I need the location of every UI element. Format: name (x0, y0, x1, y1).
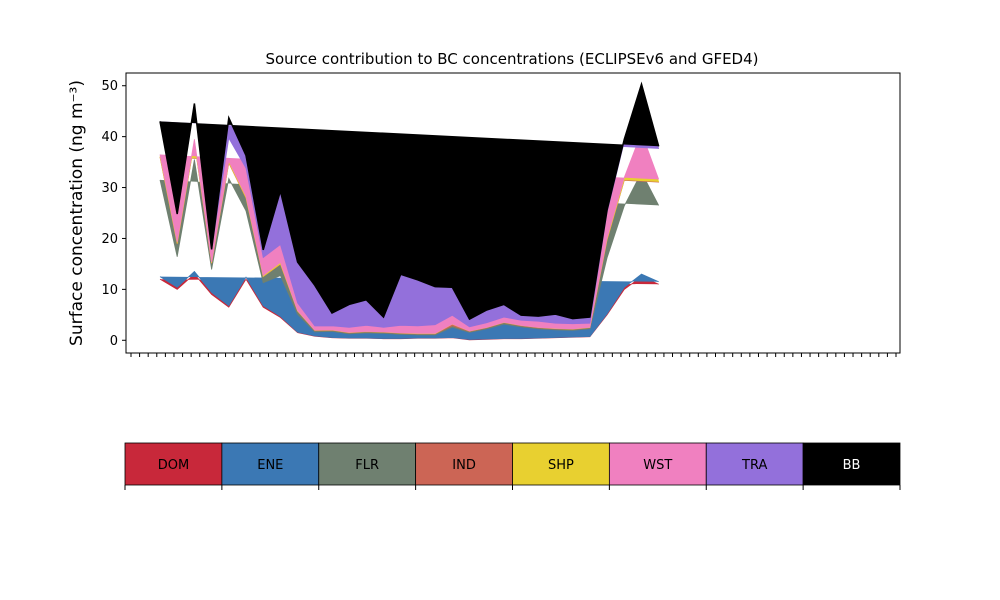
legend-swatch-ene (221, 442, 320, 486)
legend-label-ene: ENE (257, 458, 283, 473)
x-axis (130, 353, 897, 357)
legend-label-tra: TRA (741, 458, 767, 473)
legend-swatch-bb (802, 442, 901, 486)
legend-label-bb: BB (843, 458, 861, 473)
y-axis: 0 10 20 30 40 50 (101, 79, 126, 349)
y-tick-label: 0 (110, 334, 118, 349)
legend-swatch-tra (705, 442, 804, 486)
stacked-area-layer (159, 82, 660, 341)
y-tick-label: 40 (101, 130, 118, 145)
legend-label-shp: SHP (548, 458, 574, 473)
legend: DOM ENE FLR IND SHP WST TRA BB (124, 442, 901, 490)
y-tick-label: 20 (101, 232, 118, 247)
plot-frame (125, 72, 901, 354)
y-tick-label: 30 (101, 181, 118, 196)
total-line (159, 81, 660, 321)
legend-label-ind: IND (452, 458, 476, 473)
total-outline-layer (159, 81, 660, 321)
legend-swatch-shp (512, 442, 610, 486)
y-tick-label: 10 (101, 283, 118, 298)
legend-label-dom: DOM (158, 458, 189, 473)
legend-label-wst: WST (643, 458, 672, 473)
y-axis-label: Surface concentration (ng m⁻³) (67, 80, 87, 346)
legend-swatch-ind (415, 442, 513, 486)
legend-swatch-dom (124, 442, 223, 486)
y-tick-label: 50 (101, 79, 118, 94)
legend-label-flr: FLR (355, 458, 379, 473)
legend-swatch-flr (318, 442, 417, 486)
chart-title: Source contribution to BC concentrations… (265, 50, 758, 68)
